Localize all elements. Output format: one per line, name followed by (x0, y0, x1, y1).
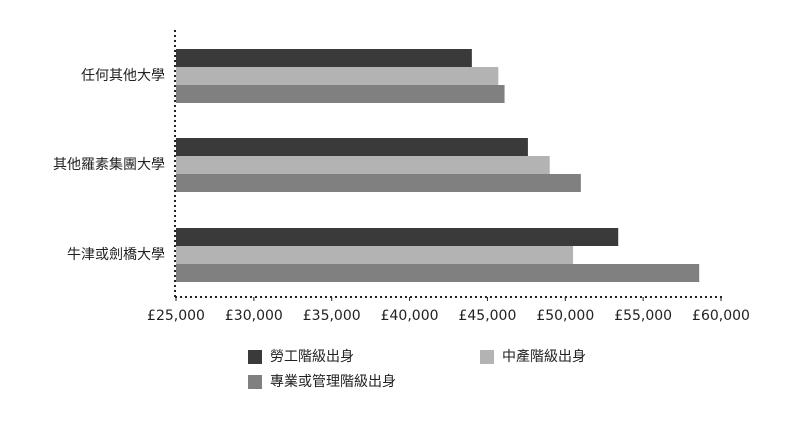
legend-label: 中產階級出身 (502, 348, 586, 365)
bar (176, 174, 581, 192)
x-tick-label: £45,000 (458, 308, 516, 324)
bar (176, 156, 550, 174)
bar (176, 49, 472, 67)
bar (176, 138, 528, 156)
legend-swatch (480, 350, 494, 364)
x-tick-label: £40,000 (381, 308, 439, 324)
x-tick-label: £55,000 (614, 308, 672, 324)
x-tick-label: £60,000 (692, 308, 750, 324)
legend-swatch (248, 375, 262, 389)
bar (176, 228, 619, 246)
bar (176, 67, 499, 85)
x-tick-label: £30,000 (225, 308, 283, 324)
x-tick-label: £50,000 (536, 308, 594, 324)
legend-label: 勞工階級出身 (270, 349, 354, 365)
bar (176, 246, 574, 264)
bar (176, 85, 505, 103)
y-tick-label: 任何其他大學 (81, 68, 165, 84)
y-tick-label: 牛津或劍橋大學 (67, 246, 165, 263)
x-tick-label: £25,000 (147, 308, 205, 324)
bar (176, 264, 700, 282)
legend-swatch (248, 350, 262, 364)
legend-label: 專業或管理階級出身 (270, 374, 396, 390)
x-tick-label: £35,000 (303, 308, 361, 324)
y-tick-label: 其他羅素集團大學 (53, 156, 165, 173)
